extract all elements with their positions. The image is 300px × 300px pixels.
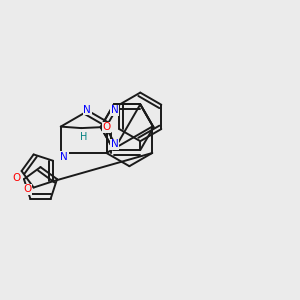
Text: N: N xyxy=(111,139,118,149)
Text: N: N xyxy=(111,105,118,115)
Text: O: O xyxy=(102,122,111,132)
Text: N: N xyxy=(83,105,91,115)
Text: O: O xyxy=(23,184,31,194)
Text: N: N xyxy=(61,152,68,162)
Text: H: H xyxy=(80,132,87,142)
Text: O: O xyxy=(12,172,21,183)
